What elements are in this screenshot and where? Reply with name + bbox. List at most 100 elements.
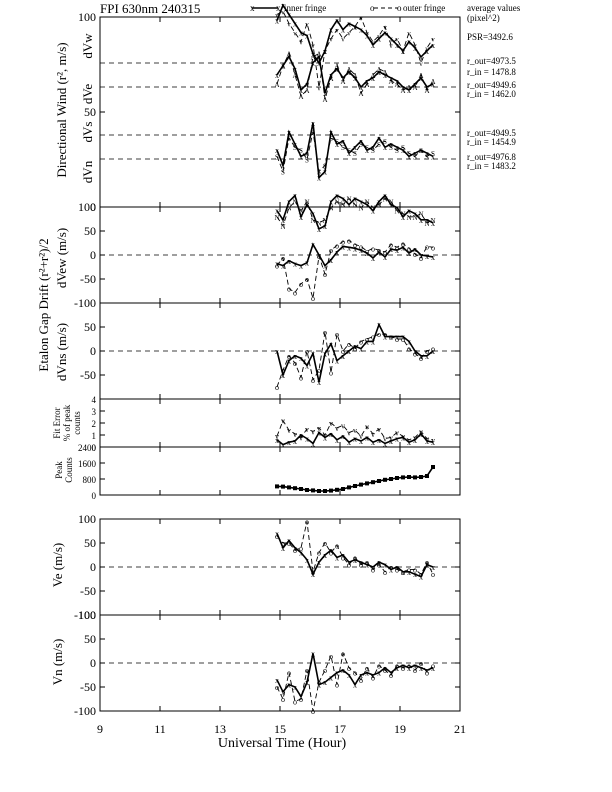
- point-dvew-inner-26: x: [431, 253, 435, 262]
- ytick-label-dvns-0: -50: [80, 368, 96, 382]
- point-dvns-inner-5: x: [305, 361, 309, 370]
- point-fit_error-outer-3: v: [293, 430, 297, 439]
- point-dvns-outer-23: o: [413, 349, 417, 358]
- point-dvew-inner-2: x: [287, 257, 291, 266]
- point-dVe-inner-19: x: [389, 74, 393, 83]
- xtick-label-6: 21: [454, 722, 466, 736]
- point-fit_error-outer-14: v: [359, 432, 363, 441]
- dir-wind-label: Directional Wind (r², m/s): [54, 42, 69, 177]
- point-fit_error-outer-5: v: [305, 425, 309, 434]
- point-ve-inner-19: x: [389, 565, 393, 574]
- point-dvew-inner-16: x: [371, 254, 375, 263]
- point-dVw-outer-6: v: [311, 42, 315, 50]
- point-dVe-outer-5: A: [304, 87, 309, 95]
- point-dVw-outer-26: v: [431, 36, 435, 44]
- point-dVe-inner-3: x: [293, 65, 297, 74]
- point-peak-24: [419, 475, 423, 479]
- point-dVs-inner-22: x: [407, 152, 411, 161]
- point-dvew-inner-24: x: [419, 251, 423, 260]
- point-dVs-inner-25: x: [425, 149, 429, 158]
- point-dvns-outer-21: o: [401, 335, 405, 344]
- point-vn-inner-14: x: [359, 671, 363, 680]
- point-dVn-outer-13: N: [352, 202, 357, 210]
- point-dVw-outer-7: v: [317, 84, 321, 92]
- point-dVs-outer-5: S: [305, 156, 309, 164]
- point-fit_error-inner-9: x: [329, 430, 333, 439]
- series-dvew-outer: [276, 240, 434, 299]
- ytick-label-directional-1: 50: [84, 105, 96, 119]
- point-dVw-outer-25: v: [425, 45, 429, 53]
- point-dvew-inner-4: x: [299, 262, 303, 271]
- point-dVw-inner-20: x: [395, 41, 399, 50]
- point-ve-outer-9: o: [329, 549, 333, 558]
- x-axis: 9 11 13 15 17 19 21: [97, 722, 466, 736]
- point-ve-outer-16: o: [371, 565, 375, 574]
- dve-label: dVe: [80, 84, 95, 104]
- point-fit_error-inner-12: x: [347, 438, 351, 447]
- point-ve-inner-8: x: [323, 551, 327, 560]
- point-ve-outer-21: o: [401, 568, 405, 577]
- point-dVn-inner-11: x: [341, 195, 345, 204]
- point-dVn-inner-17: x: [377, 198, 381, 207]
- point-dVw-outer-11: v: [341, 36, 345, 44]
- point-fit_error-inner-17: x: [377, 436, 381, 445]
- point-dVw-outer-9: v: [329, 36, 333, 44]
- point-vn-inner-15: x: [365, 669, 369, 678]
- series-dVw-outer: [276, 10, 434, 88]
- legend-avg-unit: (pixel^2): [467, 13, 500, 23]
- point-vn-outer-26: o: [431, 661, 435, 670]
- point-dvns-inner-4: x: [299, 354, 303, 363]
- point-dVs-inner-19: x: [389, 140, 393, 149]
- point-dVw-inner-6: x: [311, 50, 315, 59]
- ytick-label-dvew-0: -100: [74, 296, 96, 310]
- ytick-label-directional-2: 100: [78, 10, 96, 24]
- point-dVe-outer-21: A: [400, 87, 405, 95]
- fit-error-label: Fit Error: [52, 407, 62, 438]
- point-peak-22: [407, 475, 411, 479]
- point-dVe-inner-11: x: [341, 74, 345, 83]
- point-dVn-outer-20: N: [394, 208, 399, 216]
- point-dVw-inner-23: x: [413, 44, 417, 53]
- series-dVe-inner: [276, 54, 434, 94]
- point-dVs-inner-17: x: [377, 134, 381, 143]
- point-fit_error-outer-24: v: [419, 427, 423, 436]
- point-vn-inner-9: x: [329, 673, 333, 682]
- series-dvns-outer: [276, 331, 434, 388]
- pct-peak-label: % of peak: [62, 404, 72, 441]
- point-vn-outer-7: o: [317, 678, 321, 687]
- panel-frame-peak_counts: [99, 446, 461, 496]
- point-dvew-inner-18: x: [383, 253, 387, 262]
- point-dvew-outer-8: o: [323, 270, 327, 279]
- point-dVe-outer-10: A: [334, 63, 339, 71]
- point-dVs-outer-13: S: [353, 150, 357, 158]
- point-vn-inner-5: x: [305, 678, 309, 687]
- point-dVw-inner-3: x: [293, 20, 297, 29]
- point-dVe-outer-3: A: [292, 72, 297, 80]
- point-dVs-inner-24: x: [419, 146, 423, 155]
- point-dvns-outer-12: o: [347, 340, 351, 349]
- point-dVe-inner-14: x: [359, 83, 363, 92]
- point-dvns-inner-18: x: [383, 333, 387, 342]
- point-peak-17: [377, 479, 381, 483]
- point-dVe-inner-10: x: [335, 65, 339, 74]
- point-dVw-inner-14: x: [359, 26, 363, 35]
- point-ve-outer-2: o: [287, 539, 291, 548]
- point-dVn-inner-1: x: [281, 216, 285, 225]
- point-dVs-outer-0: S: [275, 153, 279, 161]
- point-fit_error-outer-17: v: [377, 425, 381, 434]
- point-dvns-inner-3: x: [293, 352, 297, 361]
- ytick-label-peak_counts-1: 800: [83, 475, 97, 485]
- point-fit_error-inner-4: x: [299, 431, 303, 440]
- point-dVn-inner-21: x: [401, 213, 405, 222]
- point-vn-inner-21: x: [401, 661, 405, 670]
- point-dVs-inner-9: x: [329, 128, 333, 137]
- point-dVe-inner-8: x: [323, 89, 327, 98]
- ytick-label-fit_error-1: 1: [92, 431, 97, 441]
- point-dvns-inner-20: x: [395, 333, 399, 342]
- point-ve-inner-22: x: [407, 568, 411, 577]
- point-vn-inner-12: x: [347, 671, 351, 680]
- ytick-label-vn-4: 100: [78, 608, 96, 622]
- point-dvns-inner-10: x: [335, 357, 339, 366]
- point-dVe-outer-23: A: [412, 84, 417, 92]
